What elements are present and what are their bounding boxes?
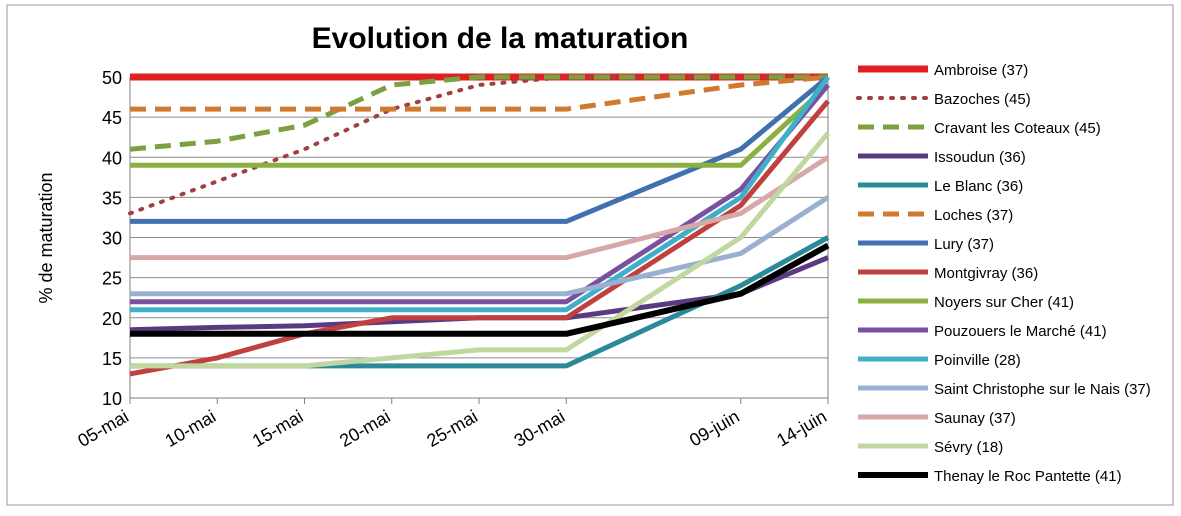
legend-label-7: Lury (37): [934, 236, 994, 253]
legend-label-10: Pouzouers le Marché (41): [934, 323, 1107, 340]
y-axis-label: % de maturation: [36, 172, 56, 303]
series-line-3: [129, 74, 828, 152]
legend-label-15: Thenay le Roc Pantette (41): [934, 468, 1122, 485]
series-line-15: [130, 242, 830, 337]
legend-label-5: Le Blanc (36): [934, 178, 1023, 195]
legend-label-11: Poinville (28): [934, 352, 1021, 369]
legend-label-3: Cravant les Coteaux (45): [934, 120, 1101, 137]
series-line-8: [129, 99, 830, 377]
y-tick-label: 40: [102, 148, 122, 168]
y-tick-label: 10: [102, 389, 122, 409]
legend-label-13: Saunay (37): [934, 410, 1016, 427]
y-tick-label: 15: [102, 349, 122, 369]
legend-label-2: Bazoches (45): [934, 91, 1031, 108]
legend-label-9: Noyers sur Cher (41): [934, 294, 1074, 311]
series-line-9: [130, 83, 830, 168]
series-line-11: [130, 75, 831, 313]
series-line-2: [128, 75, 830, 216]
y-tick-label: 45: [102, 108, 122, 128]
legend-label-14: Sévry (18): [934, 439, 1003, 456]
legend-label-12: Saint Christophe sur le Nais (37): [934, 381, 1151, 398]
series-line-14: [130, 131, 830, 369]
series-line-6: [130, 74, 829, 112]
y-tick-label: 25: [102, 269, 122, 289]
legend-label-8: Montgivray (36): [934, 265, 1038, 282]
series-line-12: [130, 195, 830, 297]
legend-label-6: Loches (37): [934, 207, 1013, 224]
y-tick-label: 50: [102, 68, 122, 88]
legend: Ambroise (37) Bazoches (45) Cravant les Co…: [856, 62, 1151, 485]
y-tick-label: 35: [102, 188, 122, 208]
legend-label-4: Issoudun (36): [934, 149, 1026, 166]
y-tick-label: 30: [102, 229, 122, 249]
chart-title: Evolution de la maturation: [312, 22, 689, 55]
y-tick-label: 20: [102, 309, 122, 329]
series-line-10: [130, 83, 830, 305]
series-line-13: [130, 155, 830, 261]
series-line-7: [130, 75, 830, 224]
legend-label-1: Ambroise (37): [934, 62, 1028, 79]
